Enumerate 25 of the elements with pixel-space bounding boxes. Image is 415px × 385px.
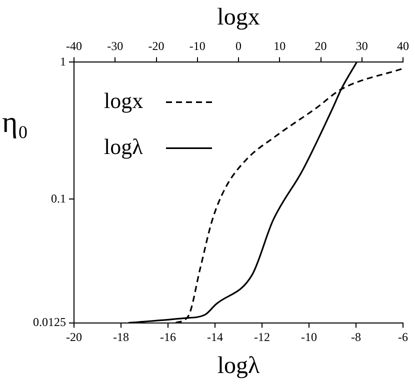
- x2-tick-label: -20: [148, 39, 164, 54]
- x-tick-label: -10: [301, 330, 317, 344]
- legend-label: logλ: [104, 134, 144, 159]
- legend-label: logx: [104, 88, 144, 113]
- x-tick-label: -20: [66, 330, 82, 344]
- x2-tick-label: -30: [107, 39, 124, 54]
- x-axis-title: logλ: [217, 352, 260, 379]
- x2-tick-label: 0: [236, 39, 242, 54]
- x2-tick-label: 20: [314, 39, 327, 54]
- x2-axis-title: logx: [217, 4, 260, 31]
- x-tick-label: -8: [351, 330, 361, 344]
- x-tick-label: -16: [160, 330, 176, 344]
- x-tick-label: -6: [398, 330, 408, 344]
- x-tick-label: -12: [254, 330, 270, 344]
- y-tick-label: 1: [60, 54, 66, 68]
- x2-tick-label: -10: [189, 39, 206, 54]
- y-tick-label: 0.1: [51, 191, 66, 206]
- x2-tick-label: -40: [66, 39, 82, 54]
- x-tick-label: -14: [207, 330, 223, 344]
- y-tick-label: 0.0125: [33, 314, 66, 329]
- x2-tick-label: 10: [274, 39, 286, 54]
- x2-tick-label: 30: [356, 39, 368, 54]
- x2-tick-label: 40: [397, 39, 409, 54]
- x-tick-label: -18: [113, 330, 129, 344]
- y-axis-title: η₀: [2, 106, 28, 140]
